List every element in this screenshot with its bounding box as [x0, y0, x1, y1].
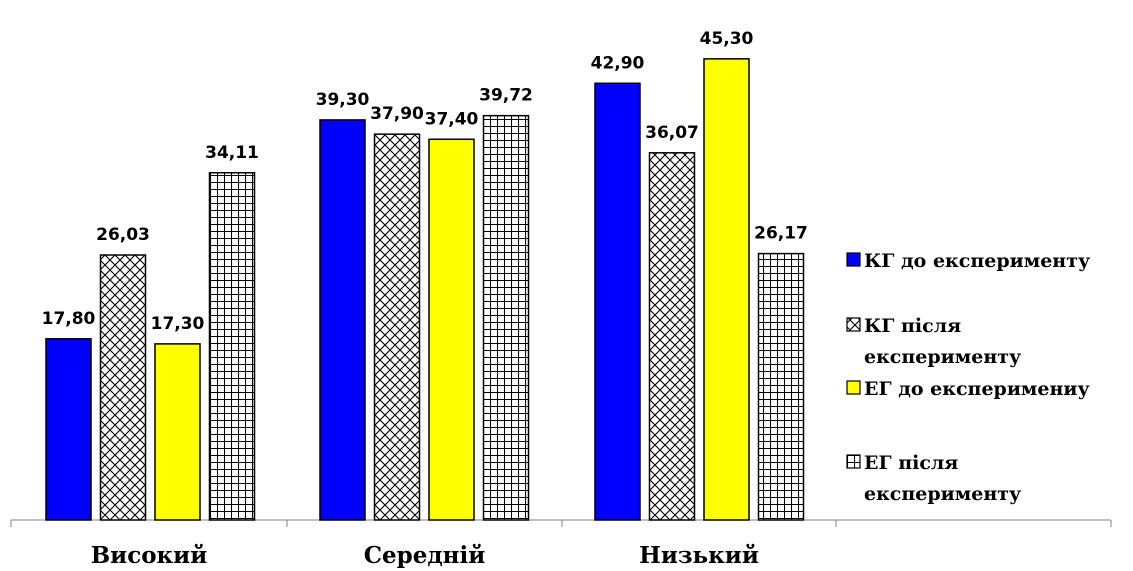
data-label: 37,40 — [425, 109, 479, 129]
data-label: 45,30 — [700, 29, 754, 49]
data-label: 37,90 — [370, 104, 424, 124]
bar — [154, 343, 201, 521]
legend-label: експерименту — [864, 346, 1021, 368]
legend-swatch — [846, 454, 861, 469]
data-label: 34,11 — [205, 143, 259, 163]
data-label: 17,30 — [151, 314, 205, 334]
category-labels-group: Високий Середній Низький — [91, 542, 759, 569]
legend-label: ЕГ до експеримениу — [864, 378, 1090, 400]
bar — [703, 58, 750, 521]
legend-item: КГ після експерименту — [846, 315, 1021, 368]
bar — [482, 114, 530, 521]
bar — [594, 82, 641, 521]
legend-item: ЕГ до експеримениу — [846, 378, 1090, 400]
data-label: 17,80 — [42, 309, 96, 329]
legend-swatch — [846, 380, 861, 395]
legend-label: КГ до експерименту — [864, 250, 1090, 272]
legend-swatch — [846, 252, 861, 267]
data-label: 36,07 — [645, 123, 699, 143]
data-label: 26,17 — [754, 224, 808, 244]
x-tick-label: Високий — [91, 542, 208, 569]
legend-swatch — [846, 317, 861, 332]
data-label: 42,90 — [591, 53, 645, 73]
bar — [757, 252, 805, 521]
bar — [373, 133, 421, 521]
bar — [648, 152, 696, 521]
x-axis — [10, 519, 1112, 527]
data-label: 39,72 — [479, 86, 533, 106]
legend-item: ЕГ після експерименту — [846, 452, 1021, 505]
x-tick-label: Середній — [364, 542, 486, 569]
bar — [319, 119, 366, 521]
bar — [428, 138, 475, 521]
data-label: 39,30 — [316, 90, 370, 110]
bar — [45, 338, 92, 521]
bars-group — [45, 58, 805, 521]
legend-label: експерименту — [864, 483, 1021, 505]
legend-label: ЕГ після — [864, 452, 958, 474]
x-tick-label: Низький — [639, 542, 759, 569]
legend-item: КГ до експерименту — [846, 250, 1090, 272]
bar — [99, 254, 147, 521]
legend-label: КГ після — [864, 315, 961, 337]
data-label: 26,03 — [96, 225, 150, 245]
bar — [208, 172, 256, 521]
